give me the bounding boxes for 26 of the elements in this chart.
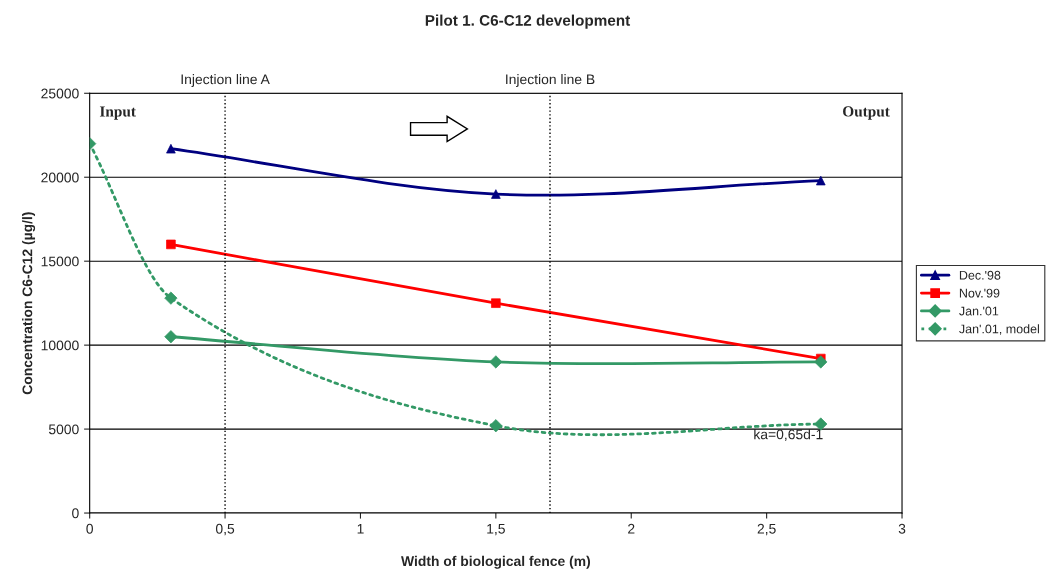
- y-tick-label: 15000: [41, 256, 79, 267]
- y-tick-label: 0: [72, 508, 79, 519]
- annotation: ka=0,65d-1: [754, 429, 823, 441]
- annotation: Input: [99, 106, 136, 120]
- legend-label: Jan'.01, model: [959, 324, 1039, 335]
- x-tick-label: 3: [898, 523, 906, 534]
- x-tick-label: 2,5: [757, 523, 776, 536]
- x-tick-label: 0: [86, 523, 93, 534]
- ref-line-label: Injection line A: [181, 74, 270, 87]
- legend-label: Jan.'01: [959, 306, 999, 316]
- x-axis-title: Width of biological fence (m): [401, 555, 591, 569]
- y-tick-label: 10000: [41, 340, 79, 351]
- x-tick-label: 1,5: [487, 523, 505, 536]
- y-tick-label: 20000: [41, 172, 79, 183]
- y-axis-title: Concentration C6-C12 (µg/l): [22, 212, 36, 395]
- legend-label: Nov.'99: [959, 288, 1000, 298]
- ref-line-label: Injection line B: [506, 74, 595, 87]
- y-tick-label: 25000: [41, 88, 79, 99]
- y-tick-label: 5000: [48, 424, 79, 435]
- x-tick-label: 1: [357, 523, 364, 534]
- x-tick-label: 2: [628, 523, 635, 534]
- x-tick-label: 0,5: [215, 523, 235, 536]
- point: [164, 291, 178, 305]
- legend-label: Dec.'98: [959, 270, 1001, 280]
- annotation: Output: [843, 106, 890, 120]
- chart-title: Pilot 1. C6-C12 development: [425, 14, 631, 29]
